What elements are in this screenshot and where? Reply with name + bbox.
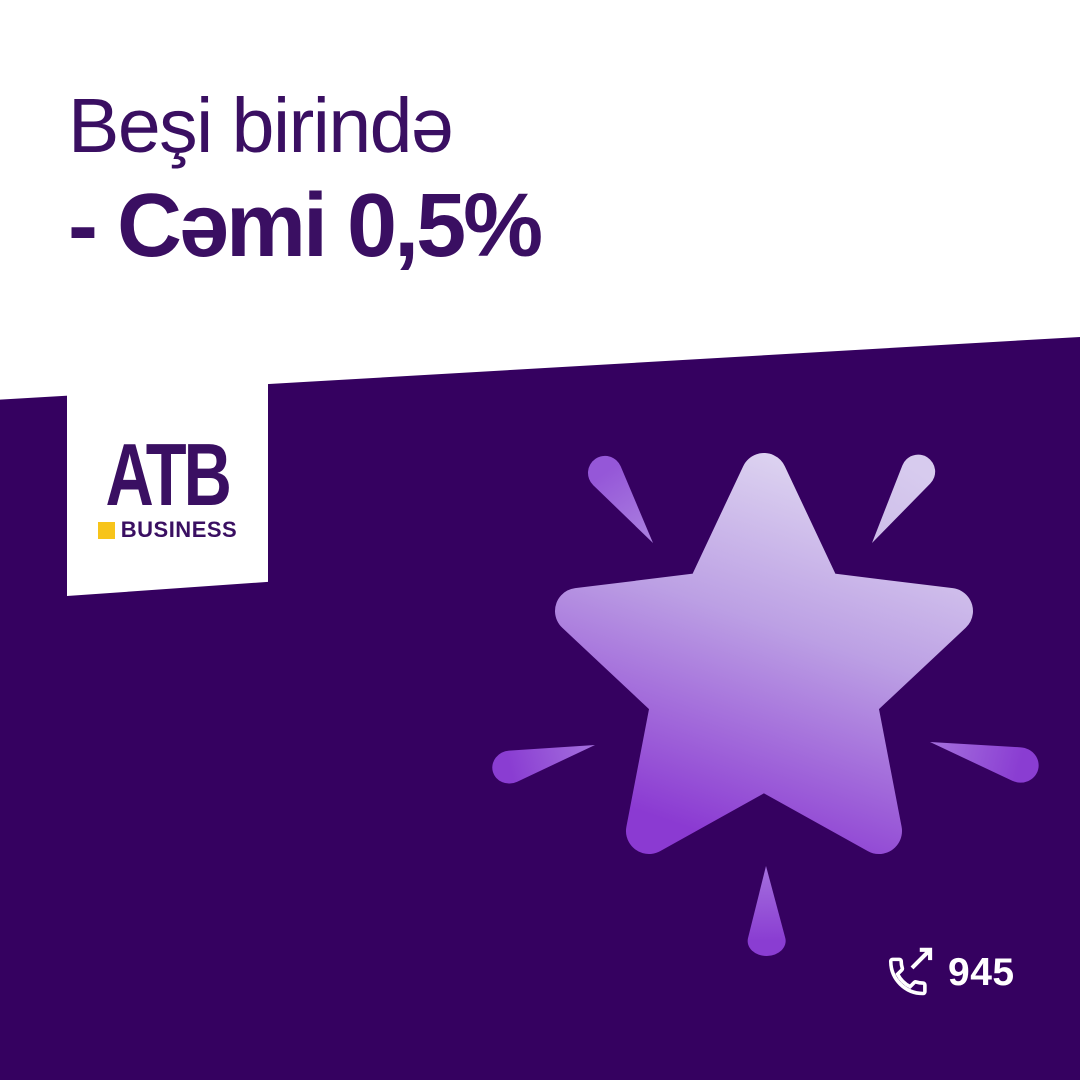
sparkle-ray-icon-upper-right: [857, 448, 942, 553]
sparkle-ray-icon-left: [488, 729, 600, 788]
headline: Beşi birində - Cəmi 0,5%: [68, 83, 543, 276]
sparkle-ray-icon-right: [925, 724, 1043, 787]
sparkle-ray-icon-bottom: [747, 865, 786, 957]
star-icon: [555, 453, 973, 854]
phone-number: 945: [948, 950, 1015, 994]
headline-line1: Beşi birində: [68, 83, 454, 169]
sparkle-ray-icon-upper-left: [581, 449, 668, 553]
phone-contact: 945: [884, 944, 1015, 1000]
logo-brand-text: ATB: [105, 425, 232, 524]
atb-business-logo: ATB BUSINESS: [67, 378, 268, 596]
phone-outgoing-icon: [888, 947, 933, 996]
logo-sub-row: BUSINESS: [97, 517, 238, 543]
logo-bullet-square-icon: [97, 521, 115, 539]
logo-division-text: BUSINESS: [120, 517, 238, 543]
headline-line2: - Cəmi 0,5%: [68, 176, 543, 276]
